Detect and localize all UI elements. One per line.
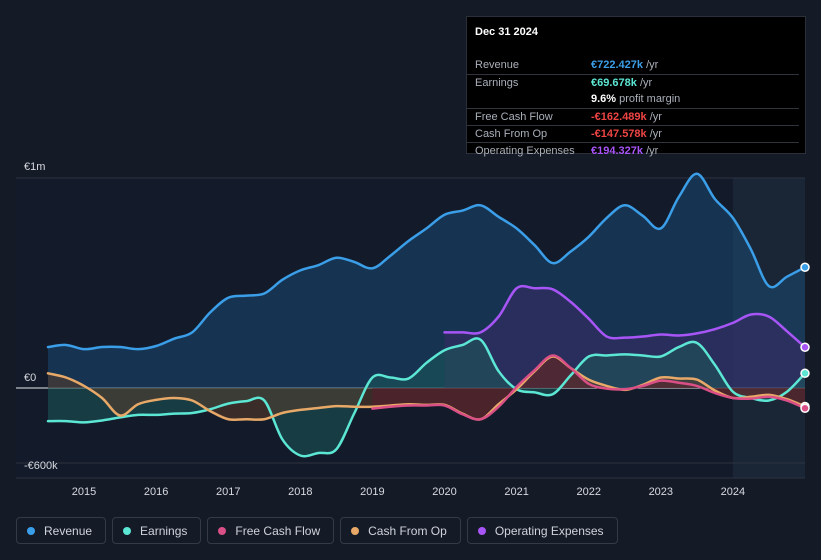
legend-item-revenue[interactable]: Revenue xyxy=(16,517,107,544)
tooltip-label-free-cash-flow: Free Cash Flow xyxy=(475,111,553,123)
tooltip-date: Dec 31 2024 xyxy=(475,26,538,38)
x-tick-label-1: 2016 xyxy=(144,486,168,498)
legend-item-earnings[interactable]: Earnings xyxy=(112,517,202,544)
x-tick-label-2: 2017 xyxy=(216,486,240,498)
tooltip-profit-margin-label: profit margin xyxy=(619,93,681,105)
tooltip-unit-operating-expenses: /yr xyxy=(646,145,659,157)
tooltip-label-revenue: Revenue xyxy=(475,59,520,71)
tooltip-value-free-cash-flow: -€162.489k xyxy=(591,111,647,123)
legend-label-cash-from-op: Cash From Op xyxy=(368,523,447,538)
legend-item-operating-expenses[interactable]: Operating Expenses xyxy=(466,517,618,544)
chart-area: €1m €0 -€600k 2015 2016 2017 2018 2019 2020 2021 2… xyxy=(16,161,810,498)
x-tick-label-4: 2019 xyxy=(360,486,384,498)
data-tooltip: Dec 31 2024 Revenue €722.427k /yr Earnin… xyxy=(466,16,806,157)
legend-dot-revenue xyxy=(27,526,35,535)
y-tick-label-0: €1m xyxy=(24,161,45,173)
x-tick-label-7: 2022 xyxy=(576,486,600,498)
line-free-cash-flow xyxy=(371,354,807,421)
chart-legend: Revenue Earnings Free Cash Flow Cash Fro… xyxy=(16,517,618,546)
legend-label-operating-expenses: Operating Expenses xyxy=(494,523,604,538)
end-marker-revenue xyxy=(800,262,810,272)
tooltip-row-profit-margin: 9.6% profit margin xyxy=(467,91,799,108)
area-operating-expenses xyxy=(444,286,805,388)
y-tick-label-1: €0 xyxy=(24,372,36,384)
end-marker-free-cash-flow xyxy=(800,403,810,413)
legend-dot-earnings xyxy=(123,526,132,535)
line-revenue xyxy=(46,172,807,351)
line-operating-expenses xyxy=(443,284,807,349)
tooltip-profit-margin-value: 9.6% xyxy=(591,93,617,105)
area-free-cash-flow xyxy=(372,355,805,420)
tooltip-row-cash-from-op: Cash From Op -€147.578k /yr xyxy=(467,125,799,143)
tooltip-label-earnings: Earnings xyxy=(475,77,519,89)
legend-dot-cash-from-op xyxy=(351,526,360,535)
tooltip-value-earnings: €69.678k xyxy=(591,77,637,89)
legend-item-free-cash-flow[interactable]: Free Cash Flow xyxy=(207,517,335,544)
tooltip-row-earnings: Earnings €69.678k /yr xyxy=(467,74,799,92)
legend-dot-operating-expenses xyxy=(477,526,486,535)
tooltip-label-operating-expenses: Operating Expenses xyxy=(475,145,575,157)
x-tick-label-9: 2024 xyxy=(721,486,745,498)
tooltip-row-operating-expenses: Operating Expenses €194.327k /yr xyxy=(467,142,799,160)
legend-item-cash-from-op[interactable]: Cash From Op xyxy=(340,517,461,544)
x-tick-label-5: 2020 xyxy=(432,486,456,498)
tooltip-value-revenue: €722.427k xyxy=(591,59,643,71)
tooltip-unit-free-cash-flow: /yr xyxy=(649,111,662,123)
legend-label-free-cash-flow: Free Cash Flow xyxy=(235,523,321,538)
tooltip-unit-cash-from-op: /yr xyxy=(649,128,662,140)
x-tick-label-8: 2023 xyxy=(649,486,673,498)
legend-dot-free-cash-flow xyxy=(218,526,227,535)
line-earnings xyxy=(46,337,807,458)
tooltip-value-cash-from-op: -€147.578k xyxy=(591,128,647,140)
x-tick-label-3: 2018 xyxy=(288,486,312,498)
end-marker-earnings xyxy=(800,368,810,379)
tooltip-row-free-cash-flow: Free Cash Flow -€162.489k /yr xyxy=(467,108,799,126)
tooltip-unit-earnings: /yr xyxy=(639,77,653,89)
x-tick-label-0: 2015 xyxy=(72,486,96,498)
tooltip-label-cash-from-op: Cash From Op xyxy=(475,128,548,140)
area-earnings xyxy=(48,338,805,457)
x-tick-label-6: 2021 xyxy=(504,486,528,498)
legend-label-revenue: Revenue xyxy=(44,523,93,538)
tooltip-unit-revenue: /yr xyxy=(646,59,659,71)
y-tick-label-2: -€600k xyxy=(24,460,58,472)
tooltip-row-revenue: Revenue €722.427k /yr xyxy=(467,57,799,74)
end-marker-operating-expenses xyxy=(800,342,810,353)
legend-label-earnings: Earnings xyxy=(140,523,188,538)
area-revenue xyxy=(48,173,805,388)
tooltip-value-operating-expenses: €194.327k xyxy=(591,145,643,157)
